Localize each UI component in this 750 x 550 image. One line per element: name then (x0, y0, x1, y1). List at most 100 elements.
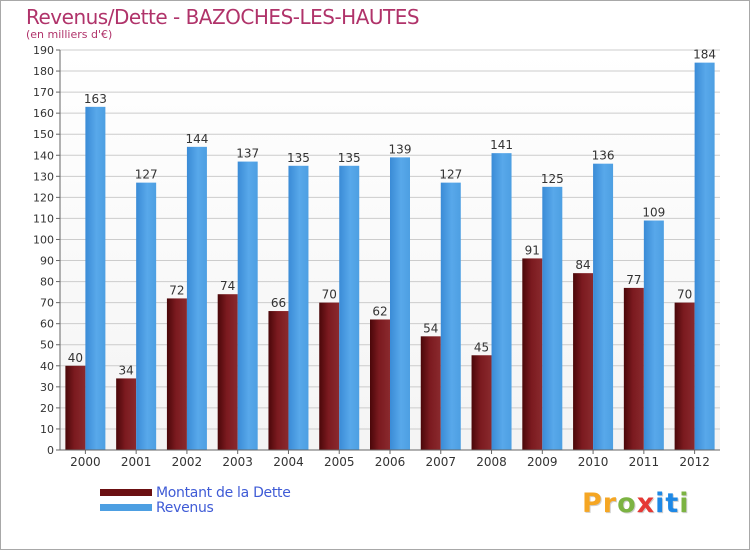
y-tick-label: 60 (40, 318, 54, 331)
bar-dette (420, 336, 441, 450)
bar-revenus (390, 157, 410, 451)
y-tick-label: 50 (40, 339, 54, 352)
logo-letter: P (582, 488, 603, 519)
value-label-dette: 54 (423, 321, 438, 335)
value-label-revenus: 135 (338, 151, 361, 165)
y-tick-label: 30 (40, 381, 54, 394)
bar-revenus (339, 165, 360, 450)
y-tick-label: 150 (33, 128, 54, 141)
y-tick-label: 110 (33, 212, 54, 225)
value-label-dette: 66 (271, 296, 286, 310)
logo-letter: o (617, 488, 637, 519)
bar-revenus (288, 165, 309, 450)
y-tick-label: 130 (33, 170, 54, 183)
value-label-revenus: 141 (490, 138, 513, 152)
bar-dette (116, 378, 137, 450)
y-tick-label: 180 (33, 65, 54, 78)
y-tick-label: 170 (33, 86, 54, 99)
value-label-revenus: 125 (541, 172, 564, 186)
value-label-dette: 34 (119, 363, 134, 377)
x-tick-label: 2012 (679, 455, 710, 469)
x-tick-label: 2008 (476, 455, 507, 469)
value-label-revenus: 127 (439, 168, 462, 182)
bar-dette (268, 311, 289, 450)
x-tick-label: 2001 (121, 455, 152, 469)
bar-dette (623, 287, 644, 450)
bar-dette (471, 355, 492, 450)
value-label-revenus: 139 (389, 142, 412, 156)
bar-dette (217, 294, 238, 450)
x-tick-label: 2010 (578, 455, 609, 469)
y-tick-label: 190 (33, 44, 54, 57)
y-tick-label: 90 (40, 255, 54, 268)
y-tick-label: 70 (40, 297, 54, 310)
y-tick-label: 80 (40, 276, 54, 289)
value-label-dette: 70 (677, 288, 692, 302)
x-tick-label: 2002 (172, 455, 203, 469)
value-label-dette: 84 (575, 258, 590, 272)
y-tick-label: 20 (40, 402, 54, 415)
x-tick-label: 2009 (527, 455, 558, 469)
logo-letter: t (665, 488, 680, 519)
bar-dette (319, 302, 340, 450)
y-tick-label: 120 (33, 191, 54, 204)
value-label-dette: 74 (220, 279, 235, 293)
bar-dette (166, 298, 187, 450)
y-tick-label: 140 (33, 149, 54, 162)
value-label-revenus: 144 (185, 132, 208, 146)
legend-label-revenus: Revenus (156, 500, 214, 516)
value-label-dette: 70 (322, 288, 337, 302)
legend-label-dette: Montant de la Dette (156, 485, 291, 501)
value-label-revenus: 127 (135, 168, 158, 182)
bar-revenus (237, 161, 258, 450)
bar-dette (65, 365, 86, 450)
value-label-dette: 45 (474, 340, 489, 354)
value-label-dette: 62 (372, 304, 387, 318)
bar-revenus (643, 220, 664, 450)
y-tick-label: 10 (40, 423, 54, 436)
logo-letter: r (602, 488, 618, 519)
logo-letter: i (655, 488, 666, 519)
logo-letter: x (636, 488, 656, 519)
value-label-revenus: 184 (693, 48, 716, 62)
bar-revenus (694, 62, 715, 450)
bar-dette (370, 319, 390, 450)
bar-revenus (85, 106, 106, 450)
x-tick-label: 2005 (324, 455, 355, 469)
value-label-dette: 77 (626, 273, 641, 287)
value-label-dette: 91 (525, 243, 540, 257)
bar-dette (674, 302, 695, 450)
value-label-revenus: 137 (236, 147, 259, 161)
bar-revenus (491, 153, 512, 450)
legend-swatch-revenus (100, 504, 152, 511)
bar-dette (522, 258, 543, 450)
logo-letter: i (679, 488, 690, 519)
x-tick-label: 2006 (375, 455, 406, 469)
x-tick-label: 2000 (70, 455, 101, 469)
value-label-dette: 40 (68, 351, 83, 365)
y-tick-label: 40 (40, 360, 54, 373)
bar-dette (573, 273, 594, 450)
proxiti-logo: Proxiti (582, 488, 690, 519)
bar-revenus (440, 182, 461, 450)
x-tick-label: 2011 (629, 455, 660, 469)
y-tick-label: 0 (47, 444, 54, 457)
bar-revenus (593, 163, 614, 450)
bar-revenus (542, 186, 563, 450)
bar-revenus (186, 146, 207, 450)
chart-subtitle: (en milliers d'€) (26, 28, 113, 41)
x-tick-label: 2007 (425, 455, 456, 469)
value-label-revenus: 136 (592, 149, 615, 163)
x-tick-label: 2004 (273, 455, 304, 469)
value-label-dette: 72 (169, 283, 184, 297)
y-tick-label: 100 (33, 233, 54, 246)
value-label-revenus: 163 (84, 92, 107, 106)
chart-title: Revenus/Dette - BAZOCHES-LES-HAUTES (26, 5, 420, 29)
value-label-revenus: 109 (642, 206, 665, 220)
legend-swatch-dette (100, 489, 152, 496)
bar-revenus (136, 182, 157, 450)
y-tick-label: 160 (33, 107, 54, 120)
value-label-revenus: 135 (287, 151, 310, 165)
x-tick-label: 2003 (222, 455, 253, 469)
